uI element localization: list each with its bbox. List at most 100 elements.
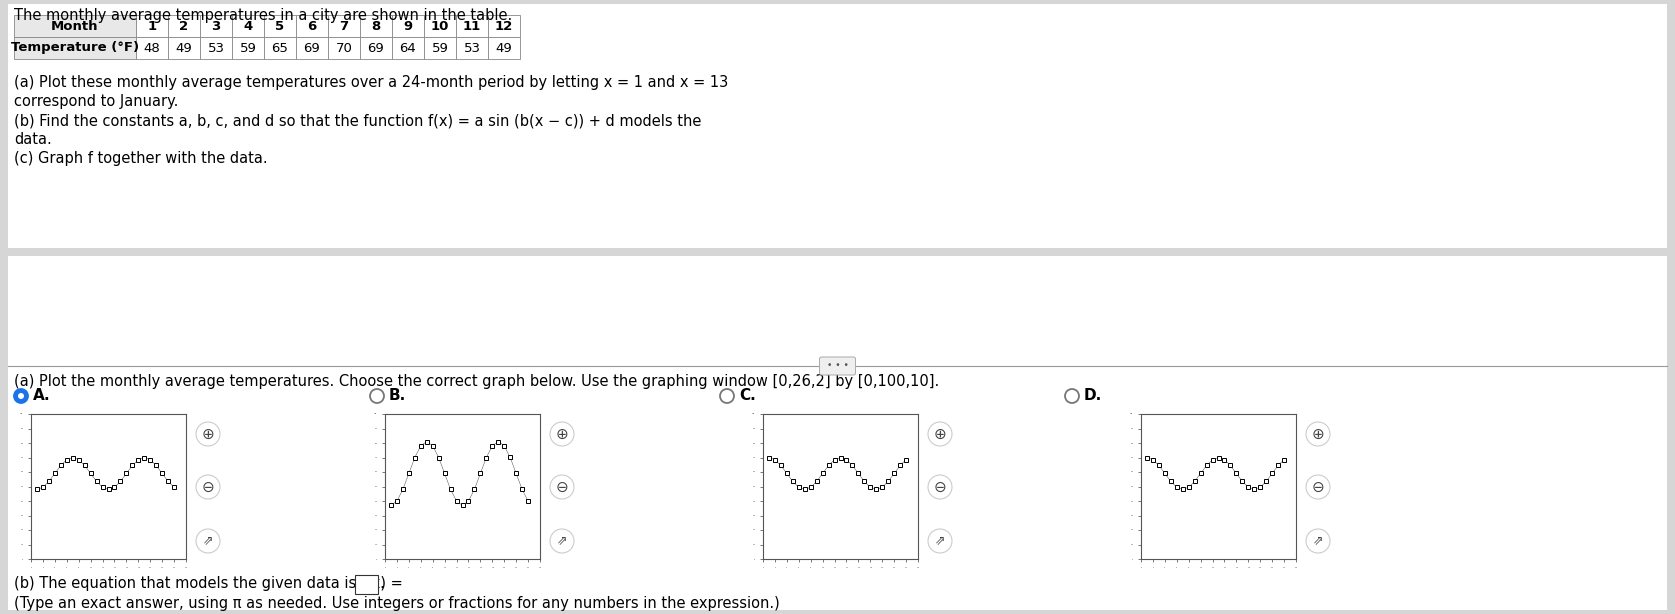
FancyBboxPatch shape <box>8 256 1667 610</box>
Circle shape <box>549 529 575 553</box>
Text: ⊖: ⊖ <box>933 480 946 494</box>
Circle shape <box>1065 389 1079 403</box>
Text: 65: 65 <box>271 42 288 55</box>
Text: 69: 69 <box>303 42 320 55</box>
Text: ⊕: ⊕ <box>1312 427 1325 441</box>
FancyBboxPatch shape <box>819 357 856 375</box>
FancyBboxPatch shape <box>168 37 199 59</box>
Circle shape <box>1306 422 1330 446</box>
FancyBboxPatch shape <box>328 37 360 59</box>
Text: ⊖: ⊖ <box>556 480 568 494</box>
FancyBboxPatch shape <box>424 15 456 37</box>
Text: ⊕: ⊕ <box>556 427 568 441</box>
Text: (b) The equation that models the given data is f(x) =: (b) The equation that models the given d… <box>13 576 407 591</box>
Text: 69: 69 <box>367 42 384 55</box>
FancyBboxPatch shape <box>296 15 328 37</box>
Text: 3: 3 <box>211 20 221 33</box>
Circle shape <box>1306 529 1330 553</box>
Circle shape <box>549 422 575 446</box>
FancyBboxPatch shape <box>13 15 136 37</box>
Text: 53: 53 <box>208 42 224 55</box>
Text: ⊖: ⊖ <box>1312 480 1325 494</box>
Text: ⇗: ⇗ <box>935 535 945 548</box>
FancyBboxPatch shape <box>355 575 377 594</box>
Text: (a) Plot the monthly average temperatures. Choose the correct graph below. Use t: (a) Plot the monthly average temperature… <box>13 374 940 389</box>
Text: 49: 49 <box>176 42 193 55</box>
Text: ⊕: ⊕ <box>201 427 214 441</box>
FancyBboxPatch shape <box>136 15 168 37</box>
Circle shape <box>18 393 23 399</box>
Text: data.: data. <box>13 132 52 147</box>
Text: (Type an exact answer, using π as needed. Use integers or fractions for any numb: (Type an exact answer, using π as needed… <box>13 596 781 611</box>
FancyBboxPatch shape <box>392 15 424 37</box>
Text: (c) Graph f together with the data.: (c) Graph f together with the data. <box>13 151 268 166</box>
Text: 9: 9 <box>404 20 412 33</box>
Text: ⊕: ⊕ <box>933 427 946 441</box>
Text: (b) Find the constants a, b, c, and d so that the function f(x) = a sin (b(x − c: (b) Find the constants a, b, c, and d so… <box>13 113 702 128</box>
Text: 59: 59 <box>240 42 256 55</box>
Text: correspond to January.: correspond to January. <box>13 94 178 109</box>
Text: The monthly average temperatures in a city are shown in the table.: The monthly average temperatures in a ci… <box>13 8 513 23</box>
Circle shape <box>720 389 734 403</box>
Text: 64: 64 <box>400 42 417 55</box>
Text: ⇗: ⇗ <box>556 535 568 548</box>
FancyBboxPatch shape <box>199 37 233 59</box>
FancyBboxPatch shape <box>487 37 519 59</box>
Text: 12: 12 <box>494 20 513 33</box>
Text: 1: 1 <box>147 20 156 33</box>
FancyBboxPatch shape <box>265 15 296 37</box>
Circle shape <box>1306 475 1330 499</box>
Circle shape <box>13 389 28 403</box>
FancyBboxPatch shape <box>199 15 233 37</box>
FancyBboxPatch shape <box>265 37 296 59</box>
Text: C.: C. <box>739 389 755 403</box>
FancyBboxPatch shape <box>136 37 168 59</box>
Circle shape <box>196 475 219 499</box>
Text: 11: 11 <box>462 20 481 33</box>
Circle shape <box>196 422 219 446</box>
Text: 2: 2 <box>179 20 189 33</box>
Text: Month: Month <box>52 20 99 33</box>
Text: 48: 48 <box>144 42 161 55</box>
Text: (a) Plot these monthly average temperatures over a 24-month period by letting x : (a) Plot these monthly average temperatu… <box>13 75 729 90</box>
Text: ⊖: ⊖ <box>201 480 214 494</box>
Text: 70: 70 <box>335 42 352 55</box>
FancyBboxPatch shape <box>13 37 136 59</box>
Text: Temperature (°F): Temperature (°F) <box>12 42 139 55</box>
Circle shape <box>549 475 575 499</box>
Circle shape <box>370 389 384 403</box>
Text: 10: 10 <box>430 20 449 33</box>
Text: A.: A. <box>34 389 50 403</box>
Text: .: . <box>379 576 384 591</box>
FancyBboxPatch shape <box>456 15 487 37</box>
Text: 5: 5 <box>275 20 285 33</box>
FancyBboxPatch shape <box>392 37 424 59</box>
Text: 4: 4 <box>243 20 253 33</box>
Circle shape <box>928 475 951 499</box>
FancyBboxPatch shape <box>233 15 265 37</box>
Circle shape <box>928 422 951 446</box>
FancyBboxPatch shape <box>424 37 456 59</box>
Text: 59: 59 <box>432 42 449 55</box>
FancyBboxPatch shape <box>328 15 360 37</box>
Text: 49: 49 <box>496 42 513 55</box>
Text: ⇗: ⇗ <box>203 535 213 548</box>
Text: ⇗: ⇗ <box>1313 535 1323 548</box>
FancyBboxPatch shape <box>456 37 487 59</box>
Text: • • •: • • • <box>826 362 849 370</box>
FancyBboxPatch shape <box>233 37 265 59</box>
Text: D.: D. <box>1084 389 1102 403</box>
FancyBboxPatch shape <box>8 4 1667 248</box>
Text: 7: 7 <box>340 20 348 33</box>
FancyBboxPatch shape <box>360 37 392 59</box>
FancyBboxPatch shape <box>168 15 199 37</box>
Text: B.: B. <box>389 389 407 403</box>
Text: 53: 53 <box>464 42 481 55</box>
Circle shape <box>196 529 219 553</box>
FancyBboxPatch shape <box>487 15 519 37</box>
FancyBboxPatch shape <box>296 37 328 59</box>
FancyBboxPatch shape <box>360 15 392 37</box>
Circle shape <box>928 529 951 553</box>
Text: 6: 6 <box>308 20 317 33</box>
Text: 8: 8 <box>372 20 380 33</box>
